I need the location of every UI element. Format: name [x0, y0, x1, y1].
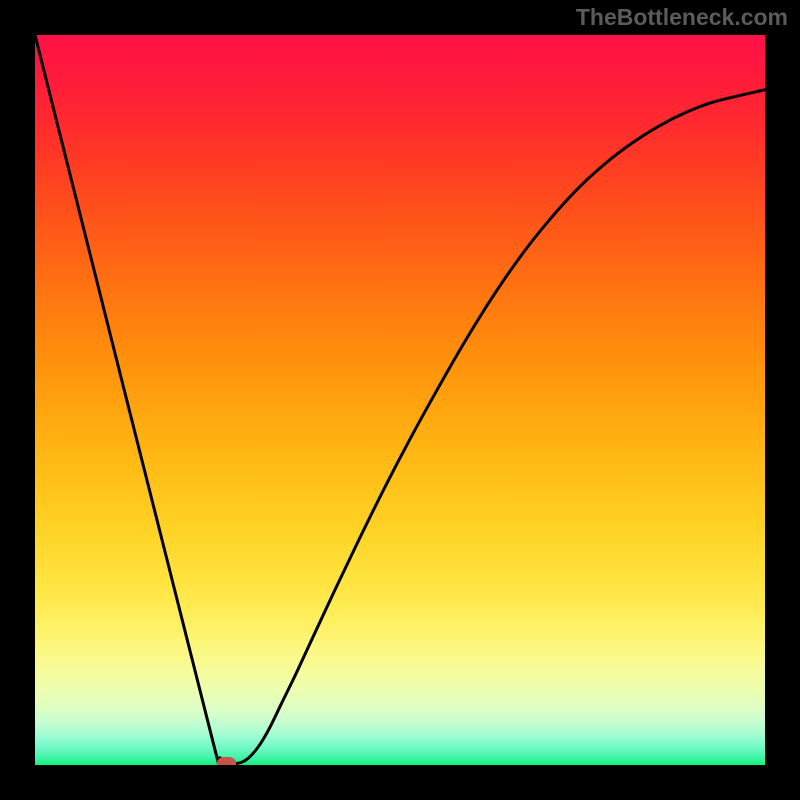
curve-line	[35, 35, 765, 765]
watermark-text: TheBottleneck.com	[576, 4, 788, 31]
plot-area	[35, 35, 765, 765]
vertex-marker	[217, 757, 236, 765]
chart-root: TheBottleneck.com	[0, 0, 800, 800]
